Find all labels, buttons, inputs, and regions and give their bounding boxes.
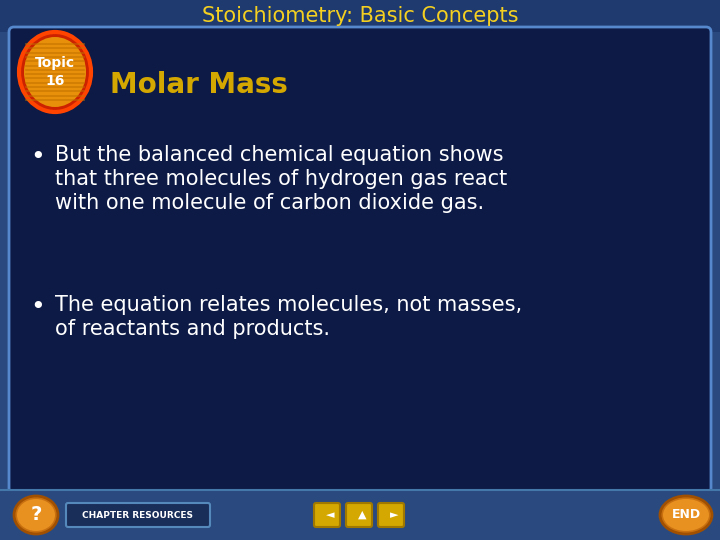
Text: Stoichiometry: Basic Concepts: Stoichiometry: Basic Concepts: [202, 6, 518, 26]
Text: •: •: [30, 295, 45, 319]
Text: with one molecule of carbon dioxide gas.: with one molecule of carbon dioxide gas.: [55, 193, 484, 213]
Text: Topic: Topic: [35, 56, 75, 70]
FancyBboxPatch shape: [66, 503, 210, 527]
Text: END: END: [672, 509, 701, 522]
Text: ►: ►: [390, 510, 398, 520]
Ellipse shape: [663, 499, 709, 531]
Ellipse shape: [24, 37, 86, 107]
Text: CHAPTER RESOURCES: CHAPTER RESOURCES: [83, 510, 194, 519]
Ellipse shape: [660, 496, 712, 534]
FancyBboxPatch shape: [314, 503, 340, 527]
Text: The equation relates molecules, not masses,: The equation relates molecules, not mass…: [55, 295, 522, 315]
Text: Molar Mass: Molar Mass: [110, 71, 288, 99]
Text: 16: 16: [45, 74, 65, 88]
FancyBboxPatch shape: [346, 503, 372, 527]
Text: of reactants and products.: of reactants and products.: [55, 319, 330, 339]
FancyBboxPatch shape: [0, 0, 720, 32]
Text: ?: ?: [30, 505, 42, 524]
Text: ▲: ▲: [358, 510, 366, 520]
Text: ◄: ◄: [325, 510, 334, 520]
FancyBboxPatch shape: [9, 27, 711, 493]
FancyBboxPatch shape: [0, 490, 720, 540]
Ellipse shape: [17, 499, 55, 531]
Text: that three molecules of hydrogen gas react: that three molecules of hydrogen gas rea…: [55, 169, 508, 189]
Text: •: •: [30, 145, 45, 169]
Text: But the balanced chemical equation shows: But the balanced chemical equation shows: [55, 145, 503, 165]
Ellipse shape: [19, 32, 91, 112]
Ellipse shape: [14, 496, 58, 534]
FancyBboxPatch shape: [378, 503, 404, 527]
